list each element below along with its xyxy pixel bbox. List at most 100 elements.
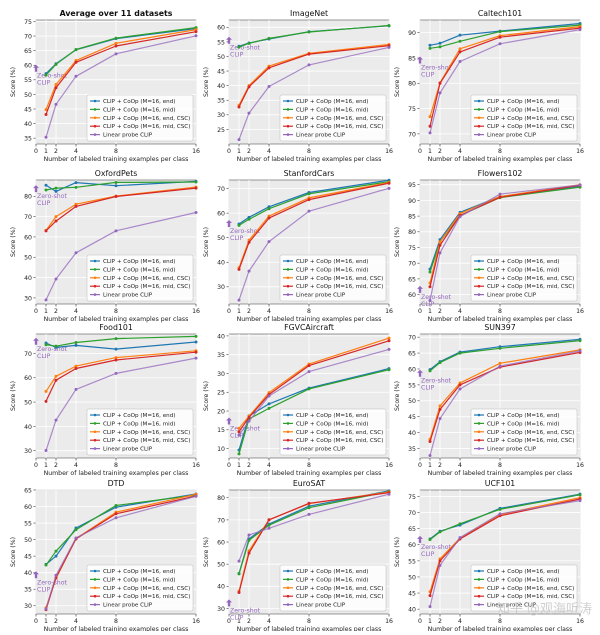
zero-shot-label: Zero-shot — [37, 346, 68, 353]
zero-shot-label: CLIP — [421, 551, 435, 558]
zero-shot-label: CLIP — [37, 80, 51, 87]
data-point — [307, 63, 311, 67]
x-tick-label: 2 — [54, 618, 58, 625]
data-point — [307, 506, 311, 510]
y-tick-label: 65 — [408, 350, 416, 357]
legend-label: CLIP + CoOp (M=16, mid, CSC) — [296, 124, 383, 130]
data-point — [438, 361, 442, 365]
data-point — [44, 188, 48, 192]
y-tick-label: 70 — [217, 517, 225, 524]
data-point — [247, 551, 251, 555]
y-tick-label: 50 — [24, 92, 32, 99]
legend-marker — [93, 569, 97, 573]
legend-label: CLIP + CoOp (M=16, end) — [487, 99, 559, 105]
legend-box — [279, 564, 387, 612]
zero-shot-marker — [33, 185, 39, 193]
y-tick-label: 50 — [217, 54, 225, 61]
legend-marker — [286, 438, 290, 442]
y-axis-label: Score (%) — [10, 381, 17, 411]
x-tick-label: 2 — [54, 462, 58, 469]
data-point — [267, 406, 271, 410]
y-tick-label: 45 — [24, 554, 32, 561]
y-tick-label: 70 — [24, 214, 32, 221]
y-axis-label: Score (%) — [10, 537, 17, 567]
y-tick-label: 40 — [408, 607, 416, 614]
y-tick-label: 75 — [408, 245, 416, 252]
legend-label: CLIP + CoOp (M=16, end, CSC) — [487, 276, 574, 282]
data-point — [428, 115, 432, 119]
data-point — [438, 240, 442, 244]
data-point — [387, 492, 391, 496]
y-axis-label: Score (%) — [394, 227, 401, 257]
y-tick-label: 60 — [217, 539, 225, 546]
data-point — [54, 344, 58, 348]
legend-box — [86, 254, 194, 302]
legend-box — [279, 408, 387, 456]
data-point — [438, 530, 442, 534]
data-point — [114, 229, 118, 233]
data-point — [267, 85, 271, 89]
legend-box — [470, 408, 578, 456]
data-point — [247, 85, 251, 89]
y-tick-label: 40 — [24, 424, 32, 431]
x-tick-label: 1 — [428, 308, 432, 315]
x-tick-label: 1 — [237, 308, 241, 315]
y-tick-label: 50 — [408, 398, 416, 405]
data-point — [237, 298, 241, 302]
data-point — [74, 364, 78, 368]
zero-shot-marker — [33, 337, 39, 345]
data-point — [247, 419, 251, 423]
x-tick-label: 0 — [418, 618, 422, 625]
data-point — [428, 538, 432, 542]
legend-marker — [93, 124, 97, 128]
zero-shot-marker — [417, 56, 423, 64]
x-tick-label: 0 — [34, 308, 38, 315]
data-point — [307, 512, 311, 516]
y-tick-label: 70 — [408, 335, 416, 342]
data-point — [578, 349, 582, 353]
legend-marker — [286, 284, 290, 288]
legend-marker — [477, 284, 481, 288]
data-point — [114, 356, 118, 360]
data-point — [237, 223, 241, 227]
data-point — [247, 240, 251, 244]
legend-label: CLIP + CoOp (M=16, end) — [487, 569, 559, 575]
y-tick-label: 70 — [217, 186, 225, 193]
legend-label: Linear probe CLIP — [296, 133, 346, 139]
legend-label: CLIP + CoOp (M=16, end, CSC) — [487, 430, 574, 436]
data-point — [44, 135, 48, 139]
chart-title: StanfordCars — [284, 169, 335, 178]
legend-marker — [93, 293, 97, 296]
data-point — [428, 369, 432, 373]
data-point — [387, 181, 391, 185]
data-point — [247, 269, 251, 273]
data-point — [194, 350, 198, 354]
data-point — [307, 387, 311, 391]
y-tick-label: 30 — [217, 284, 225, 291]
legend-label: CLIP + CoOp (M=16, end, CSC) — [296, 586, 383, 592]
x-tick-label: 1 — [44, 148, 48, 155]
legend-label: CLIP + CoOp (M=16, end) — [296, 569, 368, 575]
x-tick-label: 8 — [307, 148, 311, 155]
data-point — [237, 591, 241, 595]
legend-marker — [477, 276, 481, 280]
zero-shot-label: Zero-shot — [421, 378, 452, 385]
chart-title: Flowers102 — [478, 169, 523, 178]
data-point — [428, 605, 432, 609]
data-point — [578, 339, 582, 343]
data-point — [247, 415, 251, 419]
legend-marker — [286, 293, 290, 296]
legend: CLIP + CoOp (M=16, end) CLIP + CoOp (M=16… — [470, 254, 578, 302]
chart-panel: 30 40 50 60 70 80 0 1 2 4 8 16 EuroSAT Number of labe… — [203, 479, 393, 633]
data-point — [458, 33, 462, 37]
zero-shot-label: Zero-shot — [37, 193, 68, 200]
legend: CLIP + CoOp (M=16, end) CLIP + CoOp (M=16… — [86, 254, 194, 302]
legend-marker — [477, 116, 481, 120]
zero-shot-label: CLIP — [421, 385, 435, 392]
legend-box — [470, 254, 578, 302]
data-point — [44, 229, 48, 233]
y-tick-label: 15 — [217, 427, 225, 434]
chart-panel: 70 75 80 85 90 0 1 2 4 8 16 Caltech101 Number of lab… — [394, 9, 584, 163]
data-point — [438, 559, 442, 563]
zero-shot-label: CLIP — [230, 235, 244, 242]
